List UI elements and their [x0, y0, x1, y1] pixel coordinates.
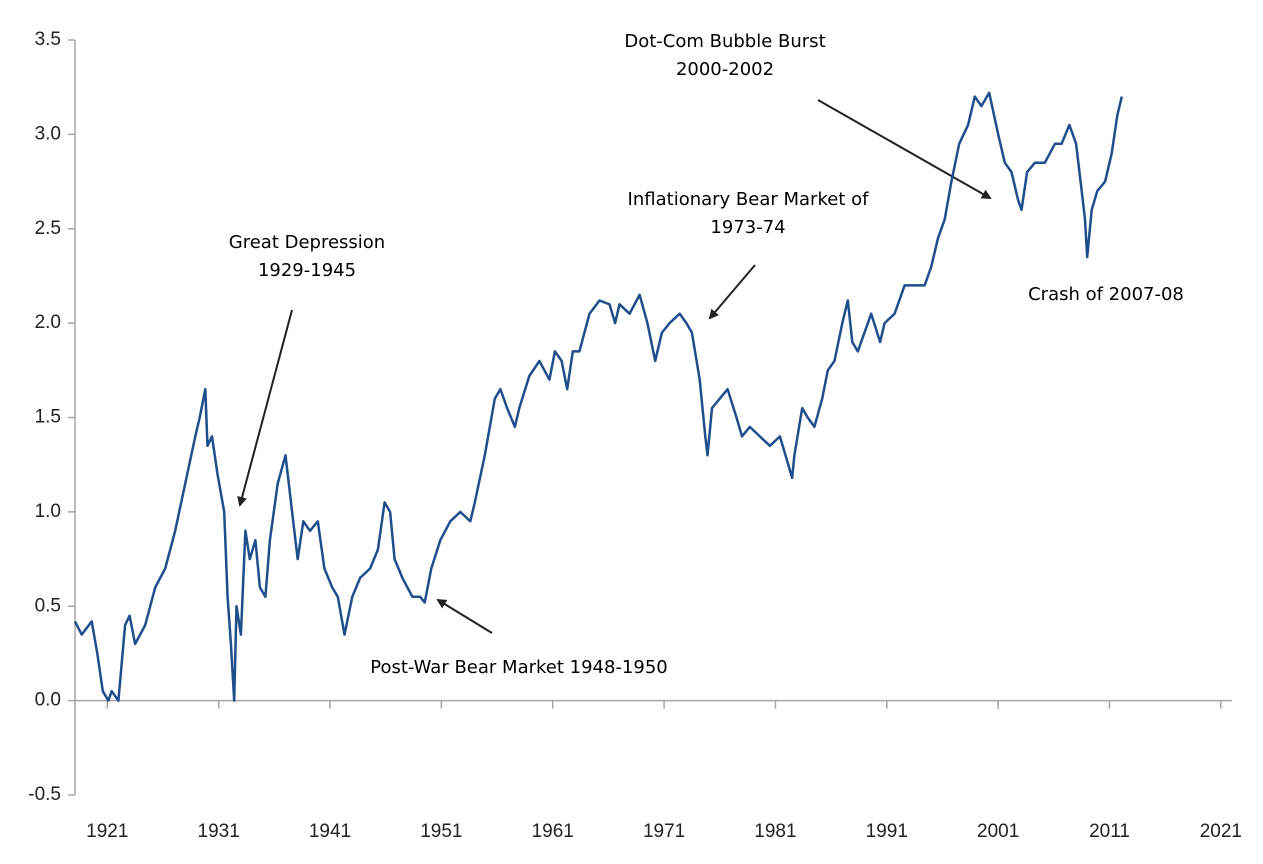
x-tick-label: 1931 [198, 821, 240, 842]
x-tick-label: 1961 [532, 821, 574, 842]
annotation: Dot-Com Bubble Burst [624, 31, 825, 52]
annotation: Crash of 2007-08 [1028, 284, 1184, 305]
x-tick-label: 1951 [420, 821, 462, 842]
x-tick-label: 2021 [1200, 821, 1242, 842]
annotation: 2000-2002 [676, 59, 774, 80]
annotation: Inflationary Bear Market of [628, 189, 870, 210]
y-tick-label: 1.0 [35, 501, 61, 522]
x-tick-label: 1981 [754, 821, 796, 842]
annotation: Great Depression [229, 232, 385, 253]
y-tick-label: 1.5 [35, 407, 61, 428]
annotation: 1973-74 [710, 217, 785, 238]
x-tick-label: 2011 [1089, 821, 1130, 842]
annotation: 1929-1945 [258, 260, 356, 281]
arrow [708, 264, 756, 320]
arrow [817, 99, 992, 199]
y-tick-label: 3.5 [35, 29, 61, 50]
x-tick-label: 1971 [643, 821, 685, 842]
y-tick-label: 2.5 [35, 218, 61, 239]
y-tick-label: -0.5 [28, 784, 61, 805]
arrow [237, 309, 293, 507]
y-tick-label: 0.0 [35, 690, 61, 711]
data-line [73, 91, 1124, 702]
x-tick-label: 1991 [866, 821, 908, 842]
y-tick-label: 3.0 [35, 123, 61, 144]
arrows [237, 99, 992, 634]
annotation: Post-War Bear Market 1948-1950 [370, 657, 668, 678]
arrow [436, 598, 493, 634]
y-tick-label: 0.5 [35, 595, 61, 616]
x-tick-label: 1941 [309, 821, 351, 842]
x-tick-label: 2001 [977, 821, 1019, 842]
x-tick-label: 1921 [86, 821, 128, 842]
y-tick-label: 2.0 [35, 312, 61, 333]
